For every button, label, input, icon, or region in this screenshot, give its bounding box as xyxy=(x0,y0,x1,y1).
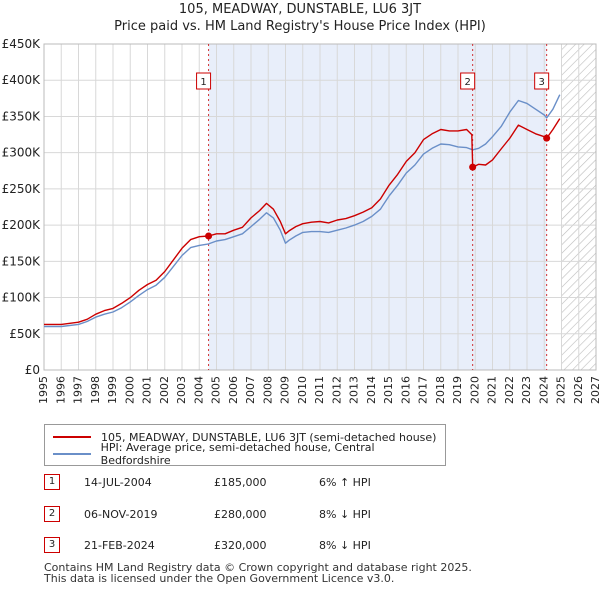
y-tick-label: £400K xyxy=(2,73,42,87)
sale-date: 06-NOV-2019 xyxy=(84,508,158,521)
legend-item-hpi: HPI: Average price, semi-detached house,… xyxy=(53,441,445,467)
chart-title: 105, MEADWAY, DUNSTABLE, LU6 3JT xyxy=(178,2,422,17)
sale-marker-2: 2 xyxy=(44,506,60,522)
footer-copyright: Contains HM Land Registry data © Crown c… xyxy=(44,561,472,574)
sale-row: 1 14-JUL-2004 £185,000 6% ↑ HPI xyxy=(44,472,584,492)
footer: Contains HM Land Registry data © Crown c… xyxy=(44,562,472,584)
sale-marker-label: 2 xyxy=(464,77,470,88)
sale-price: £280,000 xyxy=(214,508,267,521)
sale-point xyxy=(205,232,213,240)
x-tick-label: 2010 xyxy=(296,376,309,404)
y-tick-label: £50K xyxy=(9,327,41,341)
hpi-line xyxy=(44,94,561,328)
legend: 105, MEADWAY, DUNSTABLE, LU6 3JT (semi-d… xyxy=(44,424,446,467)
x-tick-label: 2005 xyxy=(210,376,223,404)
legend-label-price: 105, MEADWAY, DUNSTABLE, LU6 3JT (semi-d… xyxy=(101,430,437,444)
x-tick-label: 2016 xyxy=(399,376,412,404)
sale-marker-label: 1 xyxy=(200,77,206,88)
x-tick-label: 2011 xyxy=(313,376,326,404)
x-tick-label: 2023 xyxy=(520,376,533,404)
x-tick-label: 2026 xyxy=(572,376,585,404)
x-tick-label: 2000 xyxy=(123,376,136,404)
x-tick-label: 2014 xyxy=(365,376,378,404)
x-tick-label: 2018 xyxy=(434,376,447,404)
x-tick-label: 2019 xyxy=(451,376,464,404)
price-line xyxy=(44,118,561,326)
y-tick-label: £350K xyxy=(2,109,42,123)
sale-date: 21-FEB-2024 xyxy=(84,539,155,552)
x-tick-label: 2027 xyxy=(589,376,600,404)
legend-swatch-hpi xyxy=(53,453,91,455)
x-tick-label: 2001 xyxy=(141,376,154,404)
sale-marker-box xyxy=(460,72,476,90)
legend-label-hpi: HPI: Average price, semi-detached house,… xyxy=(100,441,375,467)
y-tick-label: £0 xyxy=(25,363,40,377)
x-tick-label: 2002 xyxy=(158,376,171,404)
sale-date: 14-JUL-2004 xyxy=(84,476,152,489)
x-tick-label: 2021 xyxy=(486,376,499,404)
x-tick-label: 2012 xyxy=(330,376,343,404)
sale-marker-label: 3 xyxy=(538,77,544,88)
sale-hpi-diff: 6% ↑ HPI xyxy=(319,476,371,489)
x-tick-label: 2015 xyxy=(382,376,395,404)
sale-price: £185,000 xyxy=(214,476,267,489)
x-tick-label: 2004 xyxy=(192,376,205,404)
x-tick-label: 2022 xyxy=(503,376,516,404)
legend-swatch-price xyxy=(53,436,91,438)
sale-marker-box xyxy=(534,72,550,90)
x-tick-label: 2008 xyxy=(261,376,274,404)
sale-price: £320,000 xyxy=(214,539,267,552)
sale-point xyxy=(543,134,551,142)
sale-hpi-diff: 8% ↓ HPI xyxy=(319,508,371,521)
sale-marker-box xyxy=(196,72,212,90)
x-tick-label: 2020 xyxy=(468,376,481,404)
chart-subtitle: Price paid vs. HM Land Registry's House … xyxy=(114,19,486,34)
footer-licence: This data is licensed under the Open Gov… xyxy=(44,572,395,585)
x-tick-label: 2024 xyxy=(537,376,550,404)
sale-row: 2 06-NOV-2019 £280,000 8% ↓ HPI xyxy=(44,504,584,524)
x-tick-label: 2006 xyxy=(227,376,240,404)
x-tick-label: 2007 xyxy=(244,376,257,404)
x-tick-label: 1999 xyxy=(106,376,119,404)
x-tick-label: 2017 xyxy=(417,376,430,404)
x-tick-label: 1995 xyxy=(37,376,50,404)
y-tick-label: £150K xyxy=(2,254,42,268)
x-tick-label: 2025 xyxy=(555,376,568,404)
x-tick-label: 1996 xyxy=(54,376,67,404)
sale-marker-1: 1 xyxy=(44,474,60,490)
y-tick-label: £300K xyxy=(2,146,42,160)
x-tick-label: 2009 xyxy=(279,376,292,404)
legend-item-price: 105, MEADWAY, DUNSTABLE, LU6 3JT (semi-d… xyxy=(53,429,436,445)
x-tick-label: 1998 xyxy=(89,376,102,404)
y-tick-label: £450K xyxy=(2,37,42,51)
y-tick-label: £250K xyxy=(2,182,42,196)
ownership-shade xyxy=(208,44,547,370)
y-tick-label: £100K xyxy=(2,291,42,305)
sale-marker-3: 3 xyxy=(44,537,60,553)
price-chart: £0 £50K £100K £150K £200K £250K £300K £350K £400… xyxy=(2,37,600,404)
y-tick-label: £200K xyxy=(2,218,42,232)
sale-hpi-diff: 8% ↓ HPI xyxy=(319,539,371,552)
sale-row: 3 21-FEB-2024 £320,000 8% ↓ HPI xyxy=(44,535,584,555)
x-tick-label: 2013 xyxy=(348,376,361,404)
sale-point xyxy=(469,163,477,171)
x-tick-label: 2003 xyxy=(175,376,188,404)
x-tick-label: 1997 xyxy=(72,376,85,404)
plot-frame xyxy=(43,43,597,371)
